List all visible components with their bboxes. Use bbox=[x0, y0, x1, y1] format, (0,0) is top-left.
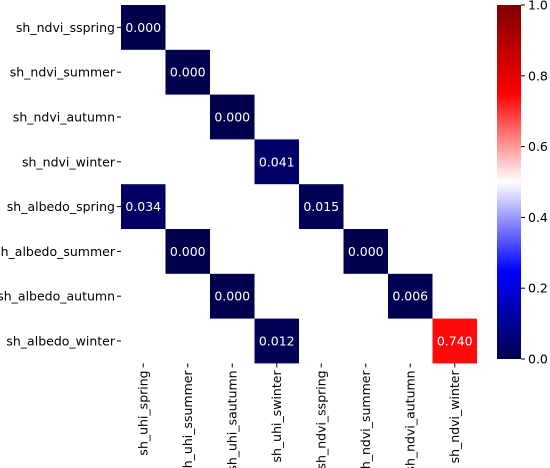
x-tick-label: sh_ndvi_sspring bbox=[314, 370, 329, 468]
colorbar-tick-label: 0.2 bbox=[528, 281, 548, 296]
y-axis-labels: sh_ndvi_sspring sh_ndvi_summer sh_ndvi_aut… bbox=[0, 20, 121, 349]
y-tick-label: sh_ndvi_winter bbox=[22, 154, 116, 169]
cell-value-label: 0.012 bbox=[259, 334, 295, 349]
heatmap-cell bbox=[121, 5, 166, 50]
y-tick-label: sh_ndvi_summer bbox=[10, 65, 116, 80]
colorbar-tick-label: 0.6 bbox=[528, 139, 548, 154]
colorbar: 0.0 0.2 0.4 0.6 0.8 1.0 bbox=[497, 0, 548, 367]
heatmap-cell bbox=[210, 273, 255, 319]
colorbar-tick-label: 0.0 bbox=[528, 352, 548, 367]
colorbar-tick-label: 1.0 bbox=[528, 0, 548, 13]
heatmap-cell bbox=[165, 49, 210, 95]
colorbar-tick-label: 0.8 bbox=[528, 68, 548, 83]
x-tick-label: sh_ndvi_autumn bbox=[403, 370, 418, 468]
y-tick-label: sh_ndvi_autumn bbox=[13, 110, 115, 125]
colorbar-tick-label: 0.4 bbox=[528, 210, 548, 225]
cell-value-label: 0.000 bbox=[170, 244, 206, 259]
x-tick-label: sh_ndvi_summer bbox=[358, 370, 373, 468]
heatmap-cell bbox=[343, 229, 388, 274]
x-tick-label: sh_uhi_spring bbox=[136, 370, 151, 455]
cell-value-label: 0.000 bbox=[214, 289, 250, 304]
heatmap-cell bbox=[121, 184, 166, 229]
cell-value-label: 0.000 bbox=[348, 244, 384, 259]
heatmap-cell bbox=[254, 139, 299, 185]
x-tick-label: sh_uhi_sautumn bbox=[225, 370, 240, 468]
y-tick-label: sh_ndvi_sspring bbox=[16, 20, 115, 35]
y-tick-label: sh_albedo_autumn bbox=[0, 289, 115, 304]
colorbar-ticks: 0.0 0.2 0.4 0.6 0.8 1.0 bbox=[521, 0, 548, 367]
cell-value-label: 0.015 bbox=[303, 199, 339, 214]
cell-value-label: 0.740 bbox=[437, 334, 473, 349]
cell-value-label: 0.034 bbox=[125, 199, 161, 214]
x-tick-label: sh_ndvi_winter bbox=[447, 370, 462, 464]
y-tick-label: sh_albedo_spring bbox=[7, 199, 115, 214]
heatmap-cell bbox=[254, 318, 299, 364]
heatmap-cell bbox=[388, 273, 433, 319]
heatmap-cell bbox=[299, 184, 344, 229]
heatmap-cell bbox=[165, 229, 210, 274]
cell-value-label: 0.006 bbox=[392, 289, 428, 304]
cell-value-label: 0.041 bbox=[259, 154, 295, 169]
heatmap-cell bbox=[432, 318, 477, 364]
colorbar-gradient bbox=[497, 5, 521, 359]
y-tick-label: sh_albedo_summer bbox=[0, 244, 116, 259]
cell-value-label: 0.000 bbox=[125, 20, 161, 35]
cell-value-label: 0.000 bbox=[214, 110, 250, 125]
x-tick-label: sh_uhi_swinter bbox=[269, 370, 284, 463]
x-tick-label: sh_uhi_ssummer bbox=[180, 370, 195, 468]
heatmap-cell bbox=[210, 94, 255, 140]
heatmap-plot-area: 0.000 0.000 0.000 0.041 0.034 0.015 0.000 0.000… bbox=[121, 5, 477, 364]
y-tick-label: sh_albedo_winter bbox=[6, 334, 115, 349]
cell-value-label: 0.000 bbox=[170, 65, 206, 80]
x-axis-labels: sh_uhi_spring sh_uhi_ssummer sh_uhi_sautum… bbox=[136, 363, 462, 468]
